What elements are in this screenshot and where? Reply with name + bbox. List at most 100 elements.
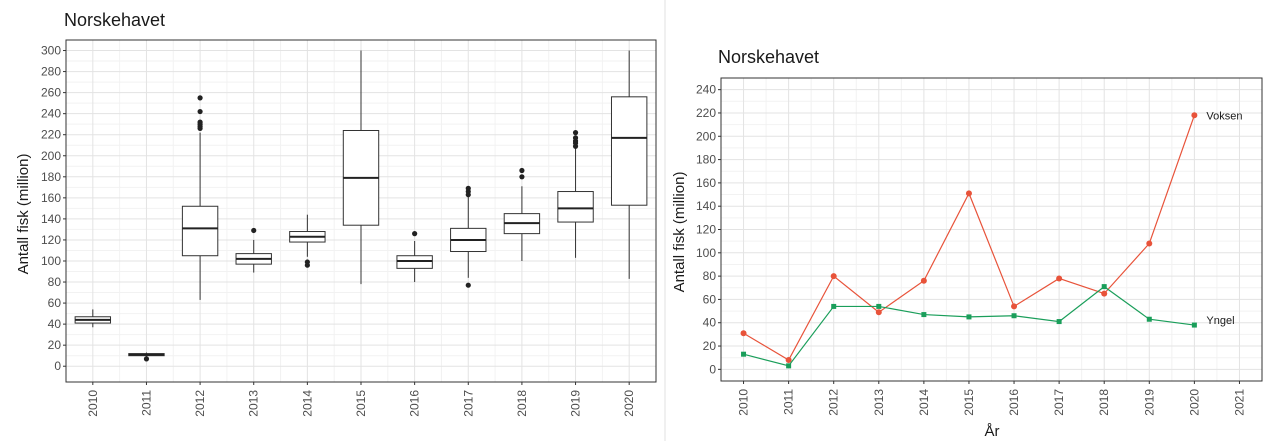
data-point-yngel (786, 363, 792, 369)
x-tick-label: 2014 (917, 389, 931, 416)
outlier-point (572, 135, 579, 141)
x-tick-label: 2019 (569, 390, 583, 417)
data-point-voksen (740, 330, 747, 337)
series-label-yngel: Yngel (1206, 315, 1234, 327)
outlier-point (465, 185, 471, 191)
y-tick-label: 220 (696, 106, 716, 120)
x-tick-label: 2012 (193, 390, 207, 417)
x-tick-label: 2014 (300, 390, 314, 417)
x-axis-title: År (985, 423, 1000, 440)
y-tick-label: 200 (696, 129, 716, 143)
data-point-voksen (1191, 112, 1198, 119)
y-tick-label: 140 (696, 199, 716, 213)
x-tick-label: 2021 (1232, 389, 1246, 416)
box (557, 191, 594, 223)
data-point-voksen (965, 190, 972, 197)
x-tick-label: 2016 (1007, 389, 1021, 416)
data-point-yngel (1191, 322, 1197, 328)
y-tick-label: 140 (41, 212, 61, 226)
y-tick-label: 180 (696, 153, 716, 167)
outlier-point (197, 108, 203, 115)
x-tick-label: 2013 (872, 389, 886, 416)
y-tick-label: 60 (703, 292, 717, 306)
data-point-voksen (875, 309, 882, 316)
y-tick-label: 100 (41, 254, 61, 268)
box (610, 96, 648, 206)
x-tick-label: 2019 (1142, 389, 1156, 416)
x-tick-label: 2015 (354, 390, 368, 417)
y-tick-label: 300 (41, 44, 61, 58)
y-tick-label: 40 (703, 316, 717, 330)
y-tick-label: 60 (48, 296, 62, 310)
outlier-point (197, 95, 203, 101)
data-point-voksen (830, 273, 837, 280)
outlier-point (572, 130, 579, 136)
y-tick-label: 80 (48, 275, 62, 289)
y-tick-label: 20 (703, 339, 717, 353)
x-tick-label: 2012 (827, 389, 841, 416)
y-tick-label: 180 (41, 170, 61, 184)
x-tick-label: 2018 (515, 390, 529, 417)
x-tick-label: 2018 (1097, 389, 1111, 416)
x-tick-label: 2020 (622, 390, 636, 417)
boxplot-chart: Norskehavet Antall fisk (million) 0 20 40 6… (15, 10, 657, 417)
outlier-point (197, 119, 203, 125)
outlier-point (143, 356, 150, 362)
data-point-yngel (1056, 319, 1062, 325)
data-point-yngel (1011, 313, 1017, 319)
boxplot-panel: Norskehavet Antall fisk (million) 0 20 40 6… (15, 10, 657, 417)
x-tick-label: 2010 (86, 390, 100, 417)
box (181, 205, 219, 257)
line-chart: Norskehavet Antall fisk (million) År 0 20… (671, 47, 1263, 440)
plot-border (720, 77, 1263, 382)
y-tick-label: 160 (41, 191, 61, 205)
x-tick-label: 2020 (1187, 389, 1201, 416)
data-point-voksen (1011, 303, 1018, 310)
x-tick-label: 2016 (408, 390, 422, 417)
box (396, 255, 433, 269)
y-tick-label: 240 (41, 107, 61, 121)
data-point-voksen (1146, 240, 1153, 247)
outlier-point (519, 174, 525, 180)
chart-title: Norskehavet (718, 47, 819, 67)
outlier-point (465, 282, 471, 288)
y-tick-label: 200 (41, 149, 61, 163)
y-tick-label: 280 (41, 65, 61, 79)
y-tick-label: 120 (696, 223, 716, 237)
data-point-yngel (1101, 284, 1107, 290)
data-point-yngel (876, 303, 882, 309)
outlier-point (304, 259, 310, 265)
lineplot-panel: Norskehavet Antall fisk (million) År 0 20… (666, 0, 1264, 441)
x-tick-label: 2010 (737, 389, 751, 416)
y-tick-label: 240 (696, 83, 716, 97)
y-tick-label: 20 (48, 338, 62, 352)
data-point-yngel (831, 303, 837, 309)
outlier-point (519, 167, 525, 174)
data-point-yngel (966, 314, 972, 320)
outlier-point (412, 231, 418, 237)
y-tick-label: 160 (696, 176, 716, 190)
data-point-yngel (921, 312, 927, 318)
panel-divider (664, 0, 666, 441)
y-tick-label: 0 (54, 359, 61, 373)
x-tick-label: 2011 (139, 390, 153, 416)
x-tick-label: 2015 (962, 389, 976, 416)
y-axis-title: Antall fisk (million) (671, 172, 688, 293)
x-tick-label: 2013 (247, 390, 261, 417)
data-point-voksen (920, 277, 927, 284)
chart-title: Norskehavet (64, 10, 165, 30)
x-tick-label: 2017 (1052, 389, 1066, 416)
data-point-yngel (1146, 316, 1152, 322)
y-tick-label: 220 (41, 128, 61, 142)
data-point-voksen (1101, 290, 1108, 297)
plot-border (65, 39, 657, 383)
x-tick-label: 2011 (782, 389, 796, 415)
data-point-voksen (1056, 275, 1063, 282)
y-tick-label: 120 (41, 233, 61, 247)
y-tick-label: 0 (709, 362, 716, 376)
y-axis-title: Antall fisk (million) (15, 154, 32, 275)
y-tick-label: 100 (696, 246, 716, 260)
y-tick-label: 80 (703, 269, 717, 283)
x-tick-label: 2017 (461, 390, 475, 417)
data-point-voksen (785, 357, 792, 364)
